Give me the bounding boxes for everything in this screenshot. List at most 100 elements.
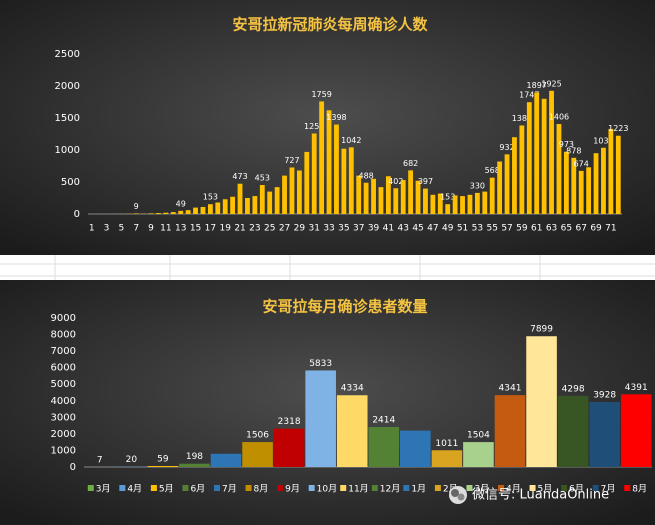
bar	[259, 185, 265, 214]
legend-swatch	[87, 485, 94, 491]
legend-swatch	[277, 485, 284, 491]
legend-label: 8月	[632, 484, 647, 495]
legend-label: 7月	[601, 484, 616, 495]
bar	[319, 101, 325, 214]
data-label: 932	[499, 143, 514, 152]
legend-label: 11月	[348, 484, 368, 495]
bar	[210, 453, 242, 467]
bar	[305, 370, 336, 467]
y-tick-label: 0	[74, 209, 80, 220]
bar	[147, 466, 179, 467]
data-label: 473	[232, 172, 247, 181]
x-tick-label: 41	[383, 224, 394, 234]
legend-swatch	[403, 485, 410, 491]
bar	[348, 147, 354, 214]
bar	[326, 110, 332, 214]
data-label: 330	[470, 181, 485, 190]
bar	[334, 124, 339, 214]
bar	[519, 125, 525, 214]
bar	[571, 157, 577, 214]
x-tick-label: 47	[427, 224, 438, 234]
bar	[207, 204, 213, 214]
x-tick-label: 9	[148, 224, 154, 234]
bar	[494, 395, 526, 467]
data-label: 1747	[519, 91, 539, 100]
legend-label: 6月	[569, 484, 584, 495]
bar	[274, 187, 280, 214]
legend-label: 1月	[411, 484, 426, 495]
data-label: 568	[485, 166, 500, 175]
data-label: 973	[559, 140, 574, 149]
watermark-text: 微信号: LuandaOnline	[472, 488, 609, 503]
bar	[296, 170, 302, 214]
bar	[497, 161, 503, 214]
bar	[252, 196, 258, 214]
y-tick-label: 9000	[51, 313, 76, 324]
bar	[474, 192, 480, 214]
y-tick-label: 1500	[55, 113, 80, 124]
legend-swatch	[119, 485, 126, 491]
bar	[341, 148, 347, 214]
x-tick-label: 53	[472, 224, 483, 234]
data-label: 488	[358, 171, 373, 180]
x-tick-label: 43	[397, 224, 408, 234]
bar	[282, 175, 287, 214]
x-tick-label: 63	[546, 224, 557, 234]
bar	[170, 212, 176, 214]
bar	[549, 90, 554, 214]
x-tick-label: 55	[486, 224, 497, 234]
bar	[200, 206, 206, 214]
y-tick-label: 0	[70, 462, 76, 473]
bar	[578, 170, 584, 214]
x-tick-label: 23	[249, 224, 260, 234]
x-tick-label: 3	[104, 224, 110, 234]
bar	[237, 183, 243, 214]
y-tick-label: 3000	[51, 412, 76, 423]
watermark: 微信号: LuandaOnline	[449, 486, 609, 504]
bar	[489, 177, 495, 214]
data-label: 153	[440, 193, 455, 202]
bar	[179, 463, 210, 467]
data-label: 397	[418, 177, 433, 186]
data-label: 198	[186, 452, 203, 462]
bar	[615, 135, 621, 214]
bar	[467, 194, 473, 214]
bar	[423, 188, 428, 214]
x-tick-label: 29	[294, 224, 306, 234]
data-label: 1223	[608, 124, 628, 133]
legend-label: 2月	[443, 484, 458, 495]
data-label: 9	[134, 202, 139, 211]
legend-swatch	[150, 485, 157, 491]
legend-swatch	[498, 485, 504, 491]
bar	[311, 133, 317, 214]
data-label: 153	[203, 193, 218, 202]
data-label: 4341	[499, 384, 522, 394]
bar	[163, 212, 169, 214]
x-tick-label: 11	[160, 224, 171, 234]
bar	[437, 193, 443, 214]
x-tick-label: 67	[575, 224, 586, 234]
chart-title: 安哥拉新冠肺炎每周确诊人数	[232, 16, 428, 34]
legend-swatch	[592, 485, 599, 491]
bar	[185, 210, 191, 214]
bar	[304, 151, 310, 214]
bar	[601, 147, 606, 214]
bar	[557, 395, 589, 467]
x-tick-label: 5	[119, 224, 125, 234]
data-label: 402	[388, 177, 403, 186]
legend-label: 5月	[159, 484, 174, 495]
bar	[242, 442, 273, 467]
y-tick-label: 5000	[51, 379, 76, 390]
legend-swatch	[340, 485, 347, 491]
y-tick-label: 1000	[51, 445, 76, 456]
x-tick-label: 51	[457, 224, 468, 234]
x-tick-label: 31	[308, 224, 319, 234]
bar	[408, 170, 414, 214]
bar	[363, 182, 369, 214]
bar	[526, 102, 532, 214]
bar	[415, 180, 421, 214]
bar	[400, 180, 406, 214]
x-tick-label: 7	[133, 224, 139, 234]
x-tick-label: 39	[368, 224, 380, 234]
